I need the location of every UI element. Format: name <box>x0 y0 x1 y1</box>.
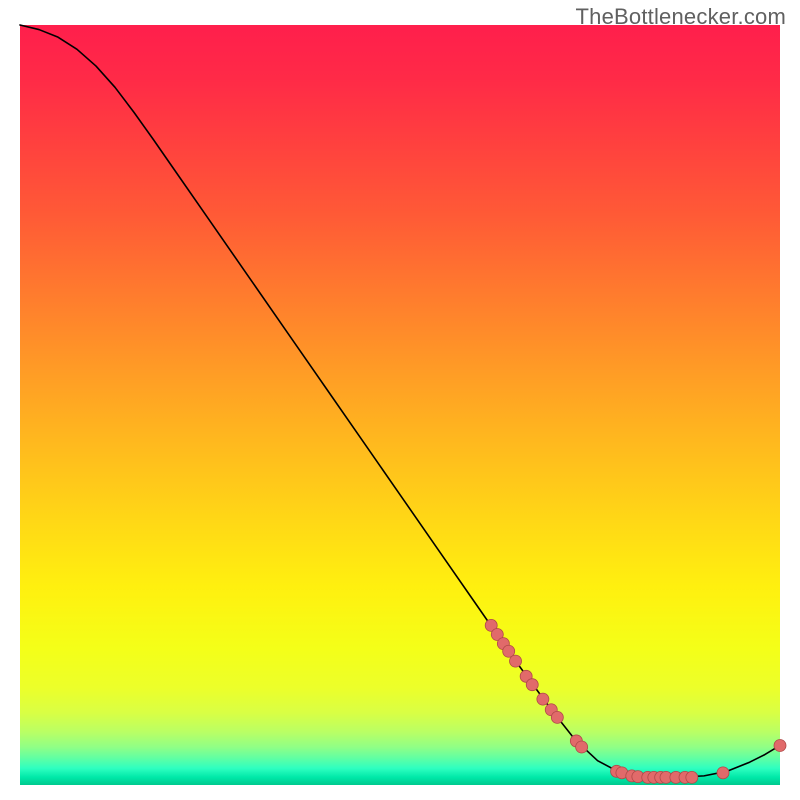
data-marker <box>576 741 588 753</box>
chart-container: TheBottlenecker.com <box>0 0 800 800</box>
data-marker <box>526 679 538 691</box>
chart-background <box>20 25 780 785</box>
data-marker <box>686 771 698 783</box>
bottleneck-curve-chart <box>0 0 800 800</box>
watermark-text: TheBottlenecker.com <box>576 4 786 30</box>
data-marker <box>551 711 563 723</box>
data-marker <box>510 655 522 667</box>
data-marker <box>774 739 786 751</box>
data-marker <box>537 693 549 705</box>
data-marker <box>717 767 729 779</box>
